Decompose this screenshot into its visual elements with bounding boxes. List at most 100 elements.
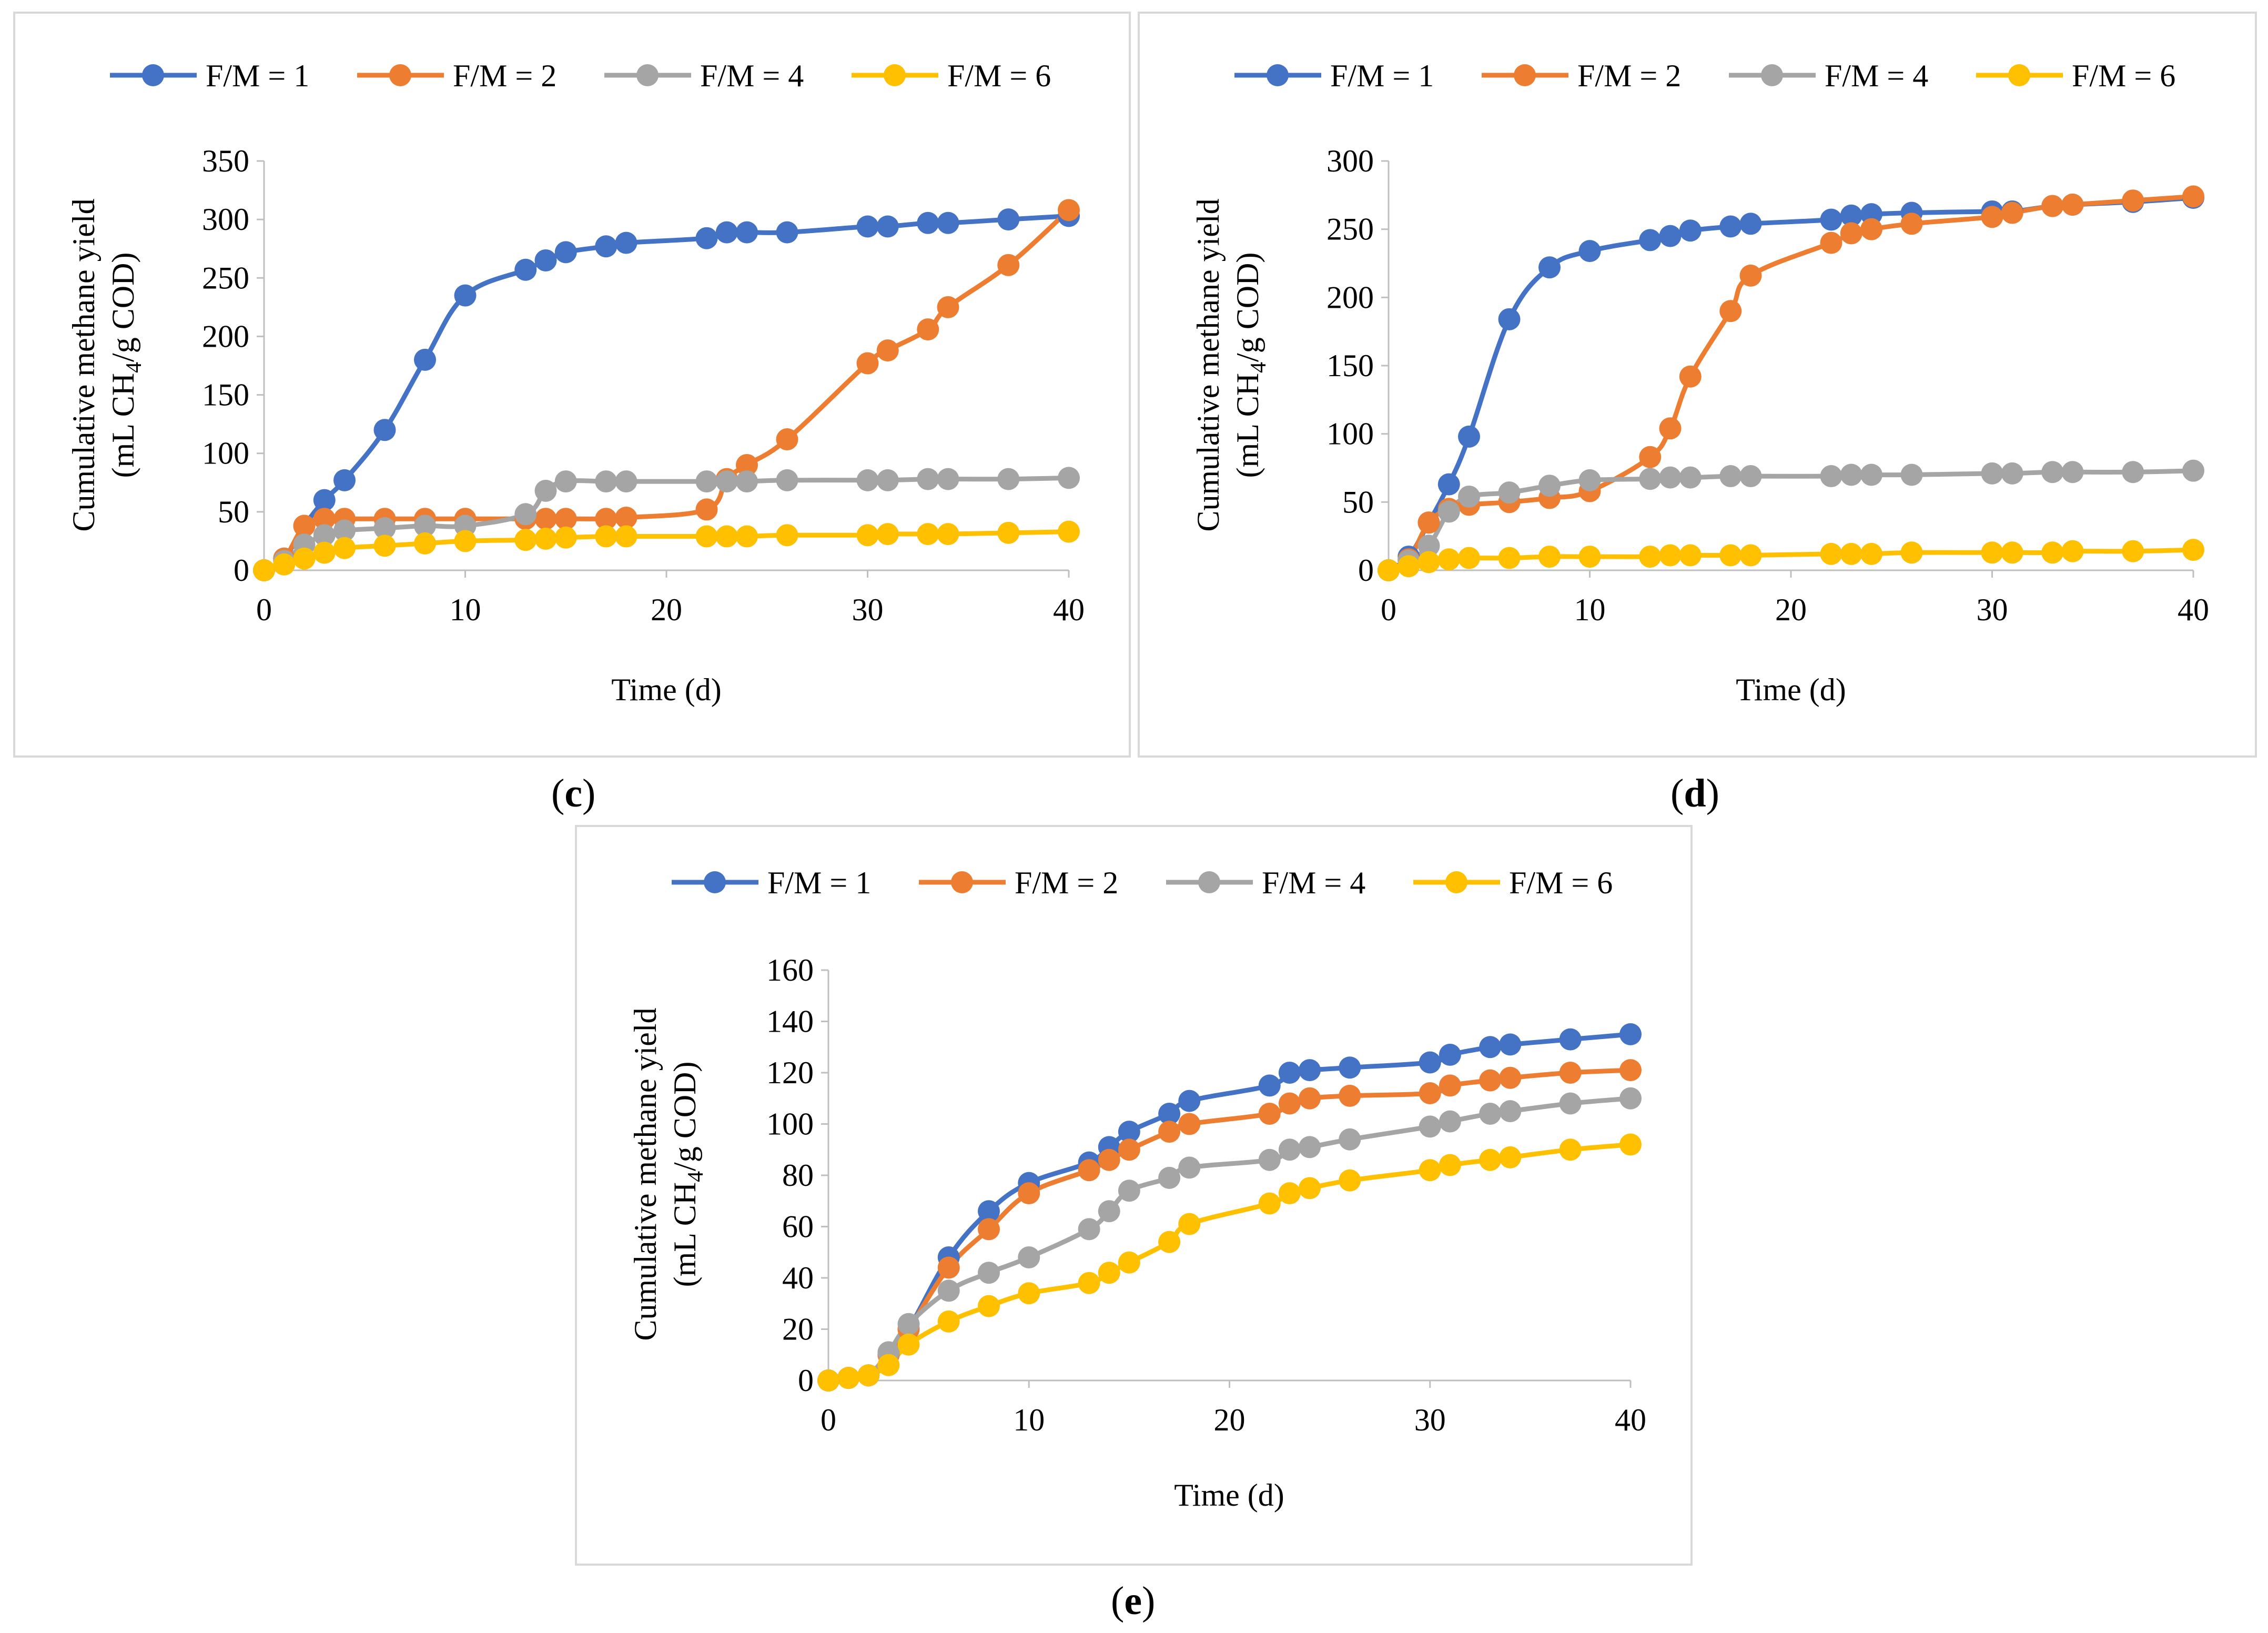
data-point-series-2 <box>937 296 959 318</box>
data-point-series-1 <box>937 211 959 234</box>
data-point-series-2 <box>776 428 798 451</box>
data-point-series-4 <box>454 530 477 552</box>
data-point-series-3 <box>554 470 577 493</box>
data-point-series-3 <box>776 469 798 491</box>
data-point-series-1 <box>1158 1103 1181 1125</box>
data-point-series-4 <box>876 523 899 546</box>
y-axis-label-prefix: (mL CH <box>106 373 140 478</box>
y-axis-label-line1: Cumulative methane yield <box>1191 198 1226 531</box>
data-point-series-4 <box>877 1354 900 1376</box>
data-point-series-2 <box>1479 1069 1502 1092</box>
data-point-series-3 <box>1679 466 1702 489</box>
data-point-series-2 <box>695 498 718 521</box>
legend-label: F/M = 2 <box>1015 865 1118 900</box>
legend-marker <box>884 64 906 86</box>
data-point-series-4 <box>273 553 296 576</box>
data-point-series-1 <box>1258 1074 1281 1097</box>
data-point-series-3 <box>1278 1138 1301 1161</box>
data-point-series-3 <box>1619 1087 1642 1110</box>
chart-panel-e: 0 20 40 60 80 100 120 140 160 0 10 20 30 40 Time (d) Cu… <box>575 825 1693 1566</box>
y-tick-label: 150 <box>1327 348 1374 383</box>
data-point-series-3 <box>454 515 477 537</box>
y-tick-label: 100 <box>766 1107 814 1142</box>
data-point-series-4 <box>373 535 396 557</box>
data-point-series-2 <box>1299 1087 1321 1110</box>
legend-entry: F/M = 6 <box>1413 865 1613 900</box>
data-point-series-2 <box>2061 193 2084 216</box>
data-point-series-3 <box>313 524 336 547</box>
data-point-series-3 <box>1739 465 1762 488</box>
data-point-series-1 <box>1719 215 1742 238</box>
y-axis-label-subscript: 4 <box>684 1171 708 1182</box>
data-point-series-4 <box>715 525 738 548</box>
data-point-series-4 <box>1098 1262 1120 1284</box>
data-point-series-1 <box>715 221 738 244</box>
data-point-series-2 <box>937 1256 960 1279</box>
data-point-series-4 <box>1018 1282 1040 1305</box>
y-axis-label-line1: Cumulative methane yield <box>66 198 101 531</box>
data-point-series-3 <box>414 515 436 537</box>
data-point-series-1 <box>1178 1090 1201 1112</box>
data-point-series-1 <box>1578 240 1601 263</box>
y-axis-label-line2: (mL CH4/g COD) <box>1230 253 1271 478</box>
data-point-series-3 <box>695 470 718 493</box>
data-point-series-2 <box>2182 185 2204 208</box>
data-point-series-4 <box>2061 540 2084 562</box>
legend-marker <box>1198 871 1220 893</box>
data-point-series-2 <box>1619 1059 1642 1082</box>
data-point-series-1 <box>1437 473 1460 496</box>
data-point-series-3 <box>615 470 637 493</box>
legend-entry: F/M = 1 <box>672 865 871 900</box>
y-axis-label-line1: Cumulative methane yield <box>628 1007 663 1340</box>
y-axis-label: Cumulative methane yield (mL CH4/g COD) <box>66 198 146 531</box>
legend-entry: F/M = 2 <box>919 865 1118 900</box>
data-point-series-3 <box>856 469 879 491</box>
data-point-series-2 <box>997 254 1020 276</box>
data-point-series-2 <box>1098 1148 1120 1171</box>
legend-entry: F/M = 2 <box>357 58 556 93</box>
data-point-series-4 <box>2041 541 2064 564</box>
data-point-series-4 <box>1078 1272 1100 1294</box>
data-point-series-2 <box>2001 201 2023 224</box>
data-point-series-4 <box>615 525 637 548</box>
data-point-series-1 <box>1659 225 1682 247</box>
data-point-series-2 <box>978 1218 1000 1241</box>
data-point-series-4 <box>1419 1159 1441 1182</box>
data-point-series-1 <box>1820 208 1842 231</box>
data-point-series-2 <box>595 508 617 530</box>
data-point-series-1 <box>1498 308 1521 330</box>
data-point-series-2 <box>876 339 899 362</box>
y-tick-label: 50 <box>218 495 249 529</box>
data-point-series-2 <box>534 508 557 530</box>
data-point-series-4 <box>2001 541 2023 564</box>
data-point-series-4 <box>293 547 316 570</box>
data-point-series-3 <box>1078 1218 1100 1241</box>
data-point-series-1 <box>514 258 537 281</box>
data-point-series-3 <box>736 470 758 493</box>
data-point-series-3 <box>1659 466 1682 489</box>
data-point-series-3 <box>373 517 396 539</box>
y-tick-label: 250 <box>202 260 249 295</box>
data-point-series-3 <box>1178 1156 1201 1179</box>
y-tick-label: 100 <box>1327 417 1374 451</box>
x-axis-label: Time (d) <box>1174 1478 1284 1513</box>
data-point-series-3 <box>1299 1136 1321 1158</box>
data-point-series-3 <box>595 470 617 493</box>
data-point-series-1 <box>313 489 336 511</box>
data-point-series-3 <box>1439 1110 1461 1133</box>
data-point-series-4 <box>1820 542 1842 565</box>
chart-svg-e: 0 20 40 60 80 100 120 140 160 0 10 20 30 40 Time (d) Cu… <box>628 865 1646 1513</box>
y-axis-label: Cumulative methane yield (mL CH4/g COD) <box>628 1007 708 1340</box>
data-point-series-3 <box>937 1279 960 1302</box>
x-tick-label: 10 <box>1013 1403 1045 1437</box>
legend-label: F/M = 2 <box>1577 58 1681 93</box>
data-point-series-2 <box>917 318 939 341</box>
legend-marker <box>636 64 659 86</box>
data-point-series-4 <box>1578 546 1601 568</box>
data-point-series-1 <box>917 211 939 234</box>
x-tick-label: 20 <box>1775 592 1807 627</box>
data-point-series-1 <box>695 227 718 249</box>
data-point-series-1 <box>1739 213 1762 235</box>
data-point-series-4 <box>1619 1133 1642 1156</box>
x-tick-label: 40 <box>1053 592 1085 627</box>
